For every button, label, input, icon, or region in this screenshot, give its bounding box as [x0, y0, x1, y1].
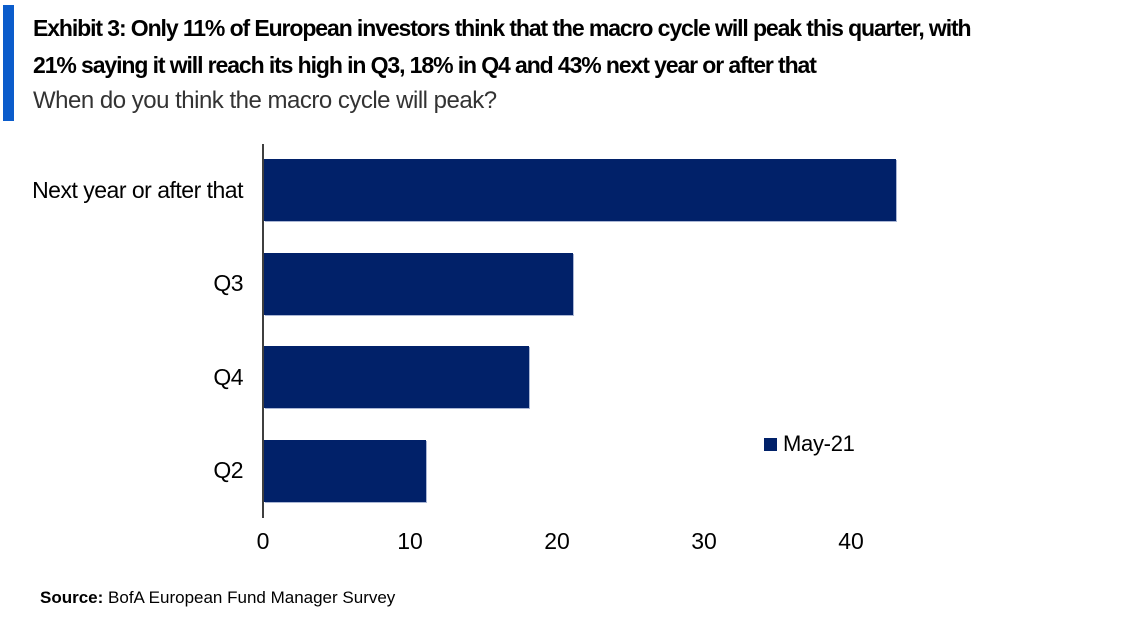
bar [264, 253, 573, 315]
x-axis-tick-label: 40 [838, 528, 864, 554]
x-axis-tick-label: 20 [544, 528, 570, 554]
category-label: Q4 [213, 364, 243, 390]
x-axis-tick-label: 0 [256, 528, 270, 554]
source-label: Source: [40, 588, 104, 607]
exhibit-header: Exhibit 3: Only 11% of European investor… [33, 10, 1133, 116]
x-axis-tick-label: 30 [691, 528, 717, 554]
bar [264, 159, 896, 221]
exhibit-title-line1: Exhibit 3: Only 11% of European investor… [33, 15, 972, 41]
exhibit-title-line2: 21% saying it will reach its high in Q3,… [33, 52, 817, 78]
chart-question-subtitle: When do you think the macro cycle will p… [33, 87, 497, 114]
legend-series-label: May-21 [783, 431, 855, 456]
category-label: Q2 [213, 457, 243, 483]
category-label: Q3 [213, 270, 243, 296]
legend-swatch-icon [764, 438, 777, 451]
source-line: Source: BofA European Fund Manager Surve… [40, 587, 395, 609]
y-axis-line [262, 144, 264, 518]
exhibit-accent-bar [3, 5, 14, 121]
source-text: BofA European Fund Manager Survey [103, 588, 396, 607]
bar [264, 346, 529, 408]
x-axis-tick-label: 10 [397, 528, 423, 554]
bar [264, 440, 426, 502]
category-label: Next year or after that [32, 177, 243, 203]
